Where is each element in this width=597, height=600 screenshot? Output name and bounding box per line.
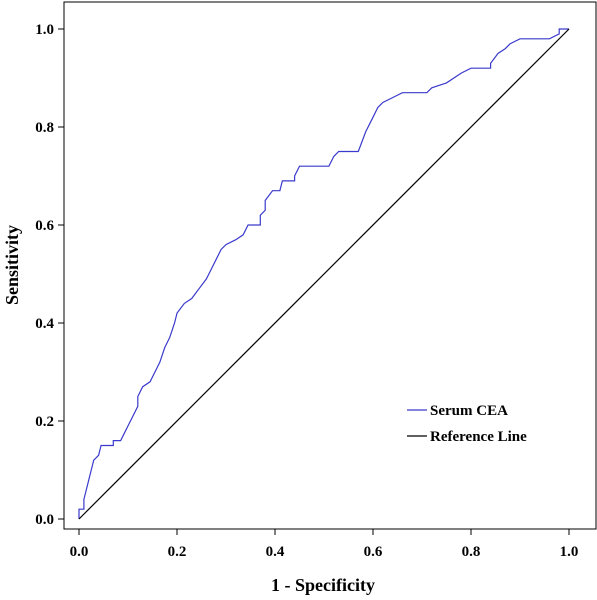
y-axis-title: Sensitivity — [2, 225, 22, 305]
serum-cea-line — [78, 28, 569, 519]
x-tick-label: 0.2 — [168, 544, 187, 560]
y-axis-ticks: 0.0 0.2 0.4 0.6 0.8 1.0 — [35, 22, 64, 528]
x-tick-label: 0.6 — [364, 544, 383, 560]
y-tick-label: 0.0 — [35, 512, 54, 528]
y-tick-label: 0.2 — [35, 414, 54, 430]
x-tick-label: 0.0 — [70, 544, 89, 560]
reference-line-line — [78, 28, 570, 520]
x-tick-label: 1.0 — [560, 544, 579, 560]
y-tick-label: 1.0 — [35, 22, 54, 38]
y-tick-label: 0.8 — [35, 120, 54, 136]
x-tick-label: 0.8 — [462, 544, 481, 560]
y-tick-label: 0.4 — [35, 316, 54, 332]
series-layer — [78, 28, 570, 520]
legend-label: Reference Line — [430, 429, 527, 445]
legend: Serum CEA Reference Line — [407, 403, 527, 445]
x-tick-label: 0.4 — [266, 544, 285, 560]
y-tick-label: 0.6 — [35, 218, 54, 234]
legend-label: Serum CEA — [430, 403, 508, 419]
x-axis-ticks: 0.0 0.2 0.4 0.6 0.8 1.0 — [70, 529, 579, 560]
x-axis-title: 1 - Specificity — [271, 575, 375, 595]
plot-frame — [63, 1, 597, 530]
